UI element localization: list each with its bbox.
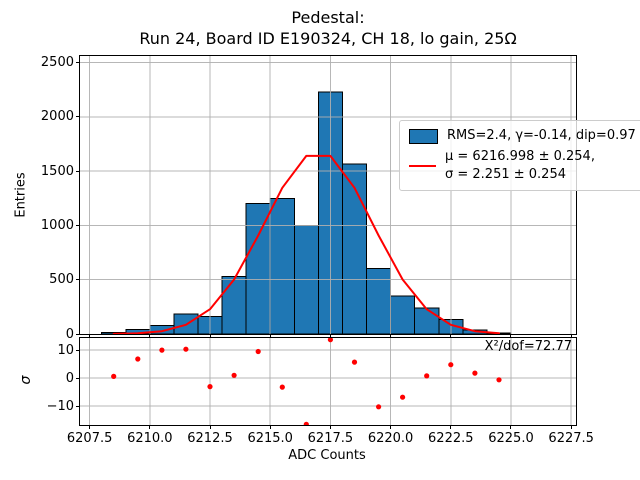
- residuals-canvas: [80, 338, 576, 425]
- histogram-bar: [269, 197, 295, 334]
- residual-point: [303, 421, 309, 425]
- legend-histogram-label: RMS=2.4, γ=-0.14, dip=0.97: [447, 128, 636, 143]
- residual-point: [135, 356, 141, 362]
- x-tick-mark: [390, 425, 392, 429]
- x-tick-label: 6207.5: [66, 431, 113, 446]
- histogram-bar: [414, 307, 440, 334]
- y-tick-label: 1000: [40, 217, 74, 233]
- residual-point: [496, 377, 502, 383]
- y-tick-mark: [75, 279, 79, 281]
- x-tick-mark: [390, 334, 392, 338]
- y-tick-mark: [75, 62, 79, 64]
- residual-point: [472, 370, 478, 376]
- residual-point: [448, 362, 454, 368]
- y-tick-mark: [75, 170, 79, 172]
- histogram-bar: [390, 295, 416, 334]
- y-tick-mark: [75, 224, 79, 226]
- legend-fit-sigma: σ = 2.251 ± 0.254: [445, 167, 566, 182]
- histogram-bar: [245, 203, 271, 334]
- x-tick-label: 6225.0: [488, 431, 534, 446]
- x-tick-mark: [149, 334, 151, 338]
- residual-y-tick-label: −10: [46, 398, 74, 414]
- residual-y-tick-mark: [75, 349, 79, 351]
- y-tick-label: 500: [49, 272, 74, 288]
- x-tick-mark: [209, 425, 211, 429]
- x-axis-label: ADC Counts: [288, 448, 366, 463]
- chi2-annotation: X²/dof=72.77: [484, 339, 572, 354]
- y-tick-mark: [75, 116, 79, 118]
- x-tick-label: 6215.0: [247, 431, 293, 446]
- residual-point: [424, 373, 430, 379]
- legend-item-fit: μ = 6216.998 ± 0.254, σ = 2.251 ± 0.254: [409, 148, 640, 184]
- histogram-swatch: [409, 128, 438, 144]
- residual-y-tick-label: 0: [65, 370, 74, 386]
- residual-y-tick-mark: [75, 377, 79, 379]
- x-tick-mark: [510, 425, 512, 429]
- main-y-axis-label: Entries: [13, 172, 29, 218]
- y-tick-label: 1500: [40, 163, 74, 179]
- legend-fit-label: μ = 6216.998 ± 0.254, σ = 2.251 ± 0.254: [445, 148, 595, 184]
- x-tick-mark: [149, 425, 151, 429]
- residual-y-tick-label: 10: [57, 342, 74, 358]
- x-tick-label: 6222.5: [428, 431, 474, 446]
- residual-point: [400, 394, 406, 400]
- residual-point: [351, 359, 358, 365]
- chart-title-line1: Pedestal:: [291, 8, 365, 27]
- x-tick-mark: [89, 425, 91, 429]
- x-tick-mark: [450, 334, 452, 338]
- residual-point: [327, 338, 333, 343]
- x-tick-label: 6217.5: [307, 431, 354, 446]
- residual-point: [255, 348, 261, 355]
- residual-point: [207, 384, 213, 390]
- histogram-bar: [341, 163, 368, 334]
- x-tick-mark: [329, 334, 331, 338]
- x-tick-mark: [269, 425, 271, 429]
- x-tick-mark: [570, 334, 572, 338]
- residual-point: [279, 384, 285, 390]
- x-tick-mark: [510, 334, 512, 338]
- gaussian-fit-curve: [112, 154, 500, 334]
- residual-y-tick-mark: [75, 405, 79, 407]
- x-tick-mark: [209, 334, 211, 338]
- legend: RMS=2.4, γ=-0.14, dip=0.97 μ = 6216.998 …: [399, 120, 640, 191]
- residual-point: [159, 347, 165, 353]
- histogram-bar: [221, 275, 247, 334]
- x-tick-mark: [269, 334, 271, 338]
- histogram-bar: [366, 267, 392, 334]
- legend-fit-mu: μ = 6216.998 ± 0.254,: [445, 149, 595, 164]
- x-tick-label: 6220.0: [367, 431, 414, 446]
- fit-line-swatch: [409, 165, 436, 167]
- histogram-and-fit-canvas: [80, 56, 576, 334]
- x-tick-mark: [89, 334, 91, 338]
- x-tick-mark: [450, 425, 452, 429]
- x-tick-mark: [570, 425, 572, 429]
- legend-item-histogram: RMS=2.4, γ=-0.14, dip=0.97: [409, 127, 640, 145]
- x-tick-label: 6227.5: [548, 431, 594, 446]
- residual-plot-area: X²/dof=72.77: [79, 337, 577, 426]
- x-tick-label: 6210.0: [127, 431, 173, 446]
- chart-title: Pedestal: Run 24, Board ID E190324, CH 1…: [79, 7, 577, 49]
- residual-point: [376, 404, 382, 410]
- residual-point: [183, 346, 189, 352]
- y-tick-label: 2000: [40, 109, 74, 125]
- y-tick-label: 0: [65, 326, 74, 342]
- y-tick-mark: [75, 333, 79, 335]
- x-tick-mark: [329, 425, 331, 429]
- residual-point: [231, 372, 237, 378]
- y-tick-label: 2500: [40, 55, 74, 71]
- chart-title-line2: Run 24, Board ID E190324, CH 18, lo gain…: [139, 29, 517, 48]
- x-tick-label: 6212.5: [187, 431, 233, 446]
- residual-point: [111, 373, 117, 379]
- main-plot-area: RMS=2.4, γ=-0.14, dip=0.97 μ = 6216.998 …: [79, 55, 640, 335]
